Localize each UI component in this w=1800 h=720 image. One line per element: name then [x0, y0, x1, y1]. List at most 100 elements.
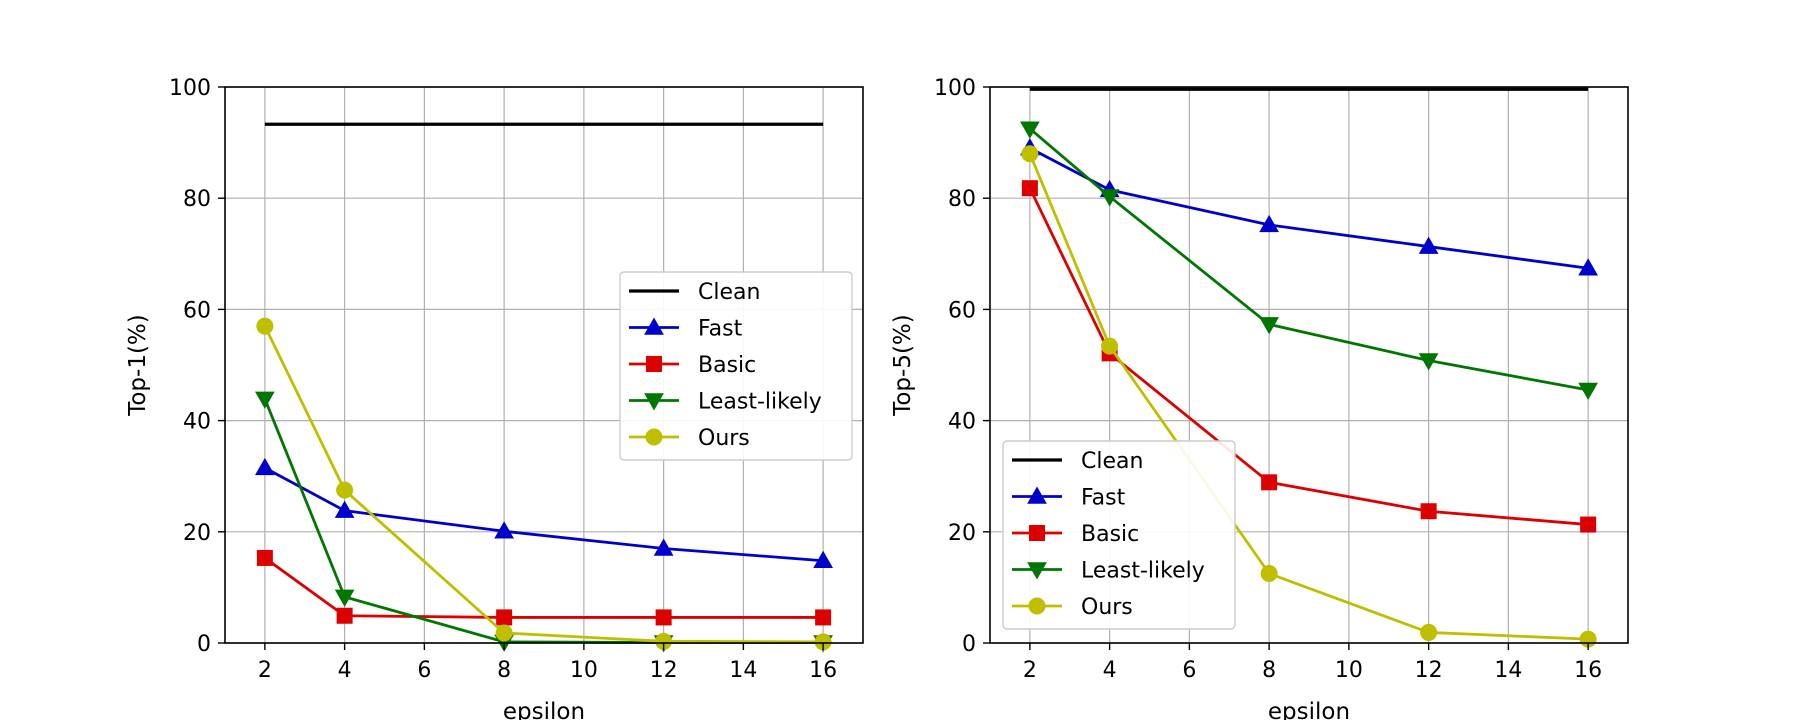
chart-2-legend: Clean Fast Basic Least-likely Ours	[1002, 440, 1236, 630]
chart-1-x-tick-label: 2	[258, 658, 272, 683]
chart-2-x-tick-label: 2	[1023, 658, 1037, 683]
chart-1-point-least-likely	[255, 391, 275, 409]
chart-2-point-fast	[1259, 214, 1279, 233]
chart-1-x-tick-label: 10	[570, 658, 598, 683]
chart-1-legend-entry-least-likely: Least-likely	[629, 390, 822, 415]
chart-2-point-least-likely	[1259, 317, 1279, 335]
chart-1-x-tick-label: 4	[338, 658, 352, 683]
chart-2-legend-entry-least-likely: Least-likely	[1012, 559, 1205, 584]
chart-2-x-axis-label: epsilon	[1268, 699, 1350, 720]
chart-1-legend-box	[619, 271, 853, 461]
chart-2-legend-label-clean: Clean	[1081, 449, 1143, 474]
chart-2-axes-frame	[989, 86, 1629, 644]
chart-2-y-tick-label: 100	[934, 76, 976, 101]
chart-1-series-fast	[255, 457, 833, 568]
chart-1-x-tick-label: 14	[729, 658, 757, 683]
chart-1-legend-entry-fast: Fast	[629, 317, 743, 342]
chart-2-y-tick-label: 60	[948, 298, 976, 323]
chart-1-y-tick-label: 0	[197, 632, 211, 657]
chart-1-point-fast	[334, 500, 355, 518]
chart-2-y-tick-label: 0	[962, 632, 976, 657]
chart-1-legend-marker-fast	[644, 317, 664, 335]
chart-1-legend-entry-basic: Basic	[629, 353, 756, 378]
chart-2-point-basic	[1021, 180, 1038, 197]
charts: 2 4 6 8 10 12 14 16020406080100epsilonTop-1(%)C…	[125, 76, 1629, 720]
chart-1-series-ours	[256, 317, 832, 651]
chart-1-legend-label-ours: Ours	[698, 426, 750, 451]
chart-2-series-ours	[1021, 145, 1597, 648]
chart-1-point-basic	[655, 609, 672, 626]
chart-1-point-ours	[256, 317, 274, 335]
chart-2-point-ours	[1260, 565, 1278, 582]
chart-1-point-basic	[496, 609, 513, 626]
chart-2-y-tick-label: 80	[948, 187, 976, 212]
chart-2-series-least-likely	[1020, 121, 1598, 401]
chart-2-y-tick-label: 40	[948, 410, 976, 435]
chart-2-legend-entry-ours: Ours	[1012, 595, 1133, 620]
chart-2-legend-entry-basic: Basic	[1012, 522, 1139, 547]
chart-2-point-least-likely	[1578, 382, 1598, 401]
chart-2-point-basic	[1580, 516, 1597, 533]
chart-2-x-tick-label: 10	[1335, 658, 1363, 683]
chart-1-y-tick-label: 80	[183, 187, 211, 212]
chart-1-x-axis-label: epsilon	[503, 699, 585, 720]
chart-1-legend-entry-clean: Clean	[629, 280, 760, 305]
chart-1-legend-label-basic: Basic	[698, 353, 756, 378]
chart-2-x-tick-label: 12	[1415, 658, 1443, 683]
chart-2-point-least-likely	[1020, 121, 1040, 139]
chart-1-x-tick-label: 8	[497, 658, 511, 683]
chart-1-point-basic	[815, 609, 832, 626]
chart-2-legend-marker-ours	[1028, 597, 1046, 615]
chart-1-legend: Clean Fast Basic Least-likely Ours	[619, 271, 853, 461]
chart-1-point-ours	[336, 481, 354, 499]
chart-1-point-ours	[495, 624, 513, 642]
chart-2-legend-marker-basic	[1029, 525, 1045, 541]
chart-2-point-fast	[1578, 258, 1598, 276]
chart-2-x-tick-label: 16	[1574, 658, 1602, 683]
chart-2-legend-marker-fast	[1027, 486, 1047, 504]
chart-1-point-fast	[653, 538, 674, 556]
chart-1-axes-frame	[224, 86, 864, 644]
chart-1-point-basic	[336, 607, 353, 624]
chart-2-point-ours	[1420, 623, 1438, 641]
chart-1-legend-marker-basic	[646, 356, 662, 372]
chart-1-y-tick-label: 20	[183, 521, 211, 546]
chart-2-legend-label-basic: Basic	[1081, 522, 1139, 547]
chart-1-y-tick-label: 40	[183, 410, 211, 435]
chart-1-x-tick-label: 12	[650, 658, 678, 683]
chart-2-legend-entry-fast: Fast	[1012, 486, 1126, 511]
chart-2: 2 4 6 8 10 12 14 16 0 20 40 60 80 100 epsilon Top-5(%) C…	[890, 76, 1629, 720]
chart-1-legend-label-least-likely: Least-likely	[698, 390, 822, 415]
chart-1-x-tick-label: 16	[809, 658, 837, 683]
chart-1-legend-label-fast: Fast	[698, 317, 743, 342]
chart-1-point-fast	[494, 521, 514, 539]
chart-2-point-fast	[1418, 236, 1439, 254]
chart-1-y-axis-label: Top-1(%)	[125, 314, 151, 417]
chart-2-legend-box	[1002, 440, 1236, 630]
chart-1-legend-label-clean: Clean	[698, 280, 760, 305]
chart-1-y-tick-label: 60	[183, 298, 211, 323]
chart-2-legend-label-fast: Fast	[1081, 486, 1126, 511]
chart-1-point-basic	[256, 549, 273, 566]
chart-2-x-tick-label: 6	[1182, 658, 1196, 683]
chart-2-legend-entry-clean: Clean	[1012, 449, 1143, 474]
chart-2-x-tick-label: 4	[1103, 658, 1117, 683]
chart-2-point-least-likely	[1099, 189, 1120, 207]
chart-1-x-tick-label: 6	[417, 658, 431, 683]
chart-2-y-axis-label: Top-5(%)	[890, 314, 916, 417]
chart-1-point-least-likely	[334, 589, 355, 607]
chart-2-x-tick-label: 14	[1494, 658, 1522, 683]
chart-1-legend-marker-ours	[645, 428, 663, 446]
chart-1-y-tick-label: 100	[169, 76, 211, 101]
chart-1-legend-entry-ours: Ours	[629, 426, 750, 451]
chart-2-legend-marker-least-likely	[1027, 562, 1047, 580]
chart-2-legend-label-least-likely: Least-likely	[1081, 559, 1205, 584]
chart-2-y-tick-label: 20	[948, 521, 976, 546]
chart-1-legend-marker-least-likely	[644, 393, 664, 411]
chart-2-point-ours	[1101, 337, 1119, 355]
chart-2-point-basic	[1420, 503, 1437, 520]
chart-2-point-ours	[1021, 145, 1039, 163]
chart-2-point-basic	[1261, 474, 1278, 491]
chart-1: 2 4 6 8 10 12 14 16 0 20 40 60 80 100 epsilon Top-1(%) C…	[125, 76, 864, 720]
